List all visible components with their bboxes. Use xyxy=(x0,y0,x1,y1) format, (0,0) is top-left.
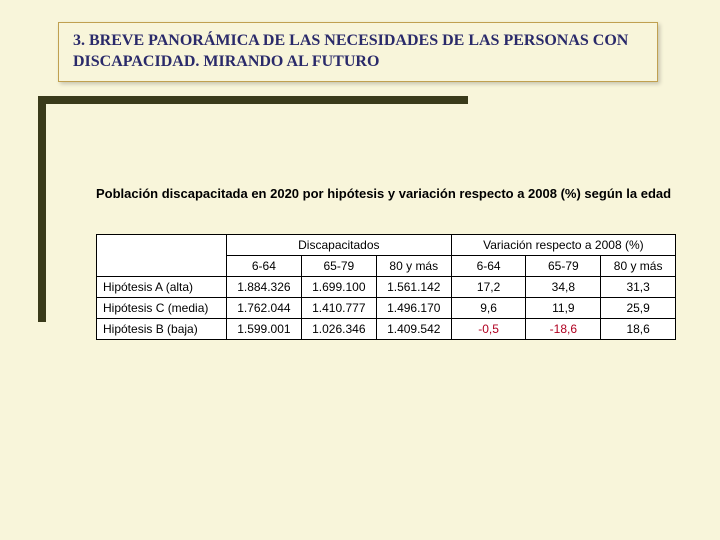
cell: 17,2 xyxy=(451,277,526,298)
row-label: Hipótesis A (alta) xyxy=(97,277,227,298)
cell: 25,9 xyxy=(601,298,676,319)
cell: 9,6 xyxy=(451,298,526,319)
cell-negative: -0,5 xyxy=(451,319,526,340)
cell: 11,9 xyxy=(526,298,601,319)
col-age-a2: 6-64 xyxy=(451,256,526,277)
col-header-variacion: Variación respecto a 2008 (%) xyxy=(451,235,675,256)
cell: 1.561.142 xyxy=(376,277,451,298)
table-row: Hipótesis A (alta) 1.884.326 1.699.100 1… xyxy=(97,277,676,298)
header-title: 3. BREVE PANORÁMICA DE LAS NECESIDADES D… xyxy=(73,31,643,73)
table-row: Hipótesis C (media) 1.762.044 1.410.777 … xyxy=(97,298,676,319)
col-age-c2: 80 y más xyxy=(601,256,676,277)
col-age-c1: 80 y más xyxy=(376,256,451,277)
cell: 1.699.100 xyxy=(301,277,376,298)
decorative-l-bar xyxy=(38,96,46,322)
cell: 1.762.044 xyxy=(226,298,301,319)
cell: 1.884.326 xyxy=(226,277,301,298)
data-table-wrap: Discapacitados Variación respecto a 2008… xyxy=(96,234,676,340)
cell: 1.410.777 xyxy=(301,298,376,319)
cell: 1.026.346 xyxy=(301,319,376,340)
col-age-a1: 6-64 xyxy=(226,256,301,277)
col-age-b1: 65-79 xyxy=(301,256,376,277)
cell: 1.409.542 xyxy=(376,319,451,340)
cell: 18,6 xyxy=(601,319,676,340)
row-label: Hipótesis C (media) xyxy=(97,298,227,319)
col-header-discapacitados: Discapacitados xyxy=(226,235,451,256)
cell: 31,3 xyxy=(601,277,676,298)
table-body: Hipótesis A (alta) 1.884.326 1.699.100 1… xyxy=(97,277,676,340)
row-label: Hipótesis B (baja) xyxy=(97,319,227,340)
table-row: Hipótesis B (baja) 1.599.001 1.026.346 1… xyxy=(97,319,676,340)
data-table: Discapacitados Variación respecto a 2008… xyxy=(96,234,676,340)
table-caption: Población discapacitada en 2020 por hipó… xyxy=(96,186,676,203)
col-header-empty xyxy=(97,235,227,277)
cell: 1.496.170 xyxy=(376,298,451,319)
header-box: 3. BREVE PANORÁMICA DE LAS NECESIDADES D… xyxy=(58,22,658,82)
cell: 1.599.001 xyxy=(226,319,301,340)
cell-negative: -18,6 xyxy=(526,319,601,340)
col-age-b2: 65-79 xyxy=(526,256,601,277)
table-header-row-1: Discapacitados Variación respecto a 2008… xyxy=(97,235,676,256)
cell: 34,8 xyxy=(526,277,601,298)
